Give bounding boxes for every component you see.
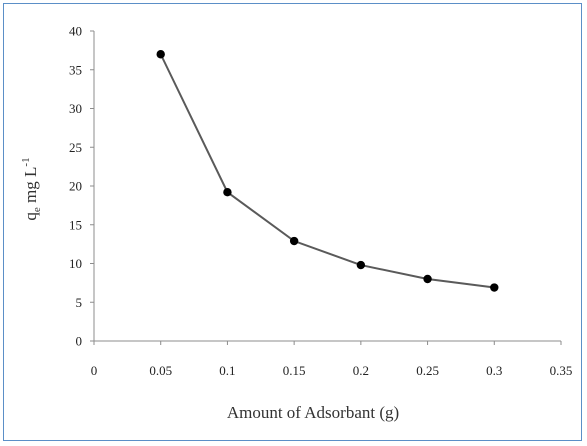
x-tick-label: 0.1 bbox=[219, 363, 235, 378]
x-tick-label: 0.25 bbox=[416, 363, 439, 378]
x-tick-label: 0.05 bbox=[149, 363, 172, 378]
x-tick-label: 0.15 bbox=[283, 363, 306, 378]
y-tick-label: 25 bbox=[69, 140, 82, 155]
data-point bbox=[289, 236, 299, 246]
data-point bbox=[423, 274, 432, 284]
y-axis-title: qe mg L-1 bbox=[20, 157, 43, 220]
y-tick-label: 10 bbox=[69, 256, 82, 271]
y-tick-label: 5 bbox=[76, 295, 83, 310]
y-tick-label: 20 bbox=[69, 179, 82, 194]
x-tick-label: 0 bbox=[91, 363, 98, 378]
data-point bbox=[156, 50, 165, 59]
chart-frame: 0 5 10 15 20 25 30 35 40 0 0.05 0.1 0.15 0.2 0.25 0.3 0… bbox=[3, 3, 582, 441]
y-tick-label: 0 bbox=[76, 334, 83, 349]
axes bbox=[90, 30, 562, 345]
y-tick-label: 40 bbox=[69, 24, 82, 39]
y-tick-label: 15 bbox=[69, 217, 82, 232]
x-tick-label: 0.35 bbox=[550, 363, 573, 378]
y-tick-label: 30 bbox=[69, 101, 82, 116]
x-axis-title: Amount of Adsorbant (g) bbox=[227, 403, 399, 422]
data-point bbox=[490, 283, 499, 292]
y-tick-labels: 0 5 10 15 20 25 30 35 40 bbox=[69, 24, 82, 349]
series-layer bbox=[156, 50, 499, 292]
y-axis-title-unit: mg L bbox=[21, 167, 40, 208]
data-point bbox=[356, 260, 366, 270]
x-tick-labels: 0 0.05 0.1 0.15 0.2 0.25 0.3 0.35 bbox=[91, 363, 573, 378]
x-tick-label: 0.3 bbox=[486, 363, 502, 378]
y-axis-title-main: q bbox=[21, 212, 40, 221]
series-line bbox=[159, 53, 495, 289]
y-tick-label: 35 bbox=[69, 62, 82, 77]
data-point bbox=[223, 188, 232, 197]
x-tick-label: 0.2 bbox=[353, 363, 369, 378]
y-axis-title-sup: -1 bbox=[20, 157, 32, 166]
y-axis-title-sub: e bbox=[31, 207, 43, 212]
